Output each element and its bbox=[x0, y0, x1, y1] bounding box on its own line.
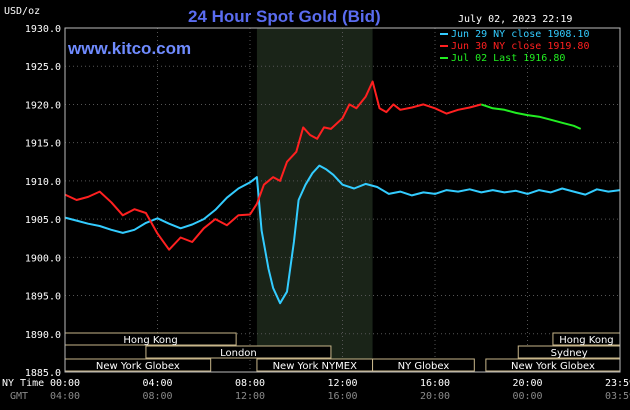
x-tick-label-gmt: 08:00 bbox=[142, 391, 172, 402]
x-tick-label-gmt: 00:00 bbox=[512, 391, 542, 402]
x-tick-label-gmt: 04:00 bbox=[50, 391, 80, 402]
y-tick-label: 1925.0 bbox=[25, 62, 61, 73]
x-tick-label-gmt: 16:00 bbox=[327, 391, 357, 402]
y-tick-label: 1885.0 bbox=[25, 368, 61, 379]
y-tick-label: 1905.0 bbox=[25, 215, 61, 226]
y-tick-label: 1900.0 bbox=[25, 253, 61, 264]
y-tick-label: 1915.0 bbox=[25, 139, 61, 150]
x-tick-label-ny: 08:00 bbox=[235, 378, 265, 389]
session-label: Hong Kong bbox=[123, 335, 177, 346]
plot-border bbox=[64, 27, 621, 373]
session-label: London bbox=[220, 348, 257, 359]
legend-entry: Jul 02 Last 1916.80 bbox=[451, 53, 565, 64]
session-bar bbox=[145, 345, 332, 359]
session-label: NY Globex bbox=[398, 361, 450, 372]
x-axis-label-gmt: GMT bbox=[10, 391, 28, 402]
x-axis: 00:00 04:00 04:00 08:00 08:00 12:00 12:00 16:00… bbox=[2, 378, 630, 402]
series-line bbox=[64, 164, 621, 305]
x-tick-label-ny: 20:00 bbox=[512, 378, 542, 389]
x-axis-label-ny: NY Time bbox=[2, 378, 44, 389]
session-label: New York NYMEX bbox=[273, 361, 358, 372]
y-tick-label: 1910.0 bbox=[25, 177, 61, 188]
legend-entry: Jun 29 NY close 1908.10 bbox=[451, 29, 589, 40]
x-tick-label-gmt: 12:00 bbox=[235, 391, 265, 402]
y-tick-label: 1890.0 bbox=[25, 330, 61, 341]
x-tick-label-gmt: 03:59 bbox=[605, 391, 630, 402]
session-label: New York Globex bbox=[511, 361, 595, 372]
timestamp: July 02, 2023 22:19 bbox=[458, 14, 572, 25]
legend-entry: Jun 30 NY close 1919.80 bbox=[451, 41, 589, 52]
y-tick-label: 1895.0 bbox=[25, 292, 61, 303]
x-tick-label-ny: 00:00 bbox=[50, 378, 80, 389]
x-tick-label-ny: 04:00 bbox=[142, 378, 172, 389]
session-label: Hong Kong bbox=[559, 335, 613, 346]
x-tick-label-ny: 12:00 bbox=[327, 378, 357, 389]
currency-label: USD/oz bbox=[4, 6, 40, 17]
session-bar bbox=[372, 358, 475, 372]
y-axis: 1930.0 1925.0 1920.0 1915.0 1910.0 1905.0 1900… bbox=[25, 24, 61, 379]
series-line bbox=[480, 103, 582, 130]
chart-title: 24 Hour Spot Gold (Bid) bbox=[188, 7, 381, 26]
y-tick-label: 1930.0 bbox=[25, 24, 61, 35]
market-sessions: Hong Kong London New York Globex New York N… bbox=[64, 332, 621, 372]
series-line bbox=[64, 80, 482, 251]
series-lines bbox=[64, 80, 621, 305]
y-tick-label: 1920.0 bbox=[25, 100, 61, 111]
x-tick-label-ny: 23:59 bbox=[605, 378, 630, 389]
session-label: New York Globex bbox=[96, 361, 180, 372]
x-tick-label-ny: 16:00 bbox=[420, 378, 450, 389]
x-tick-label-gmt: 20:00 bbox=[420, 391, 450, 402]
session-label: Sydney bbox=[551, 348, 588, 359]
website-label: www.kitco.com bbox=[67, 39, 191, 58]
nymex-session-highlight bbox=[256, 28, 373, 372]
